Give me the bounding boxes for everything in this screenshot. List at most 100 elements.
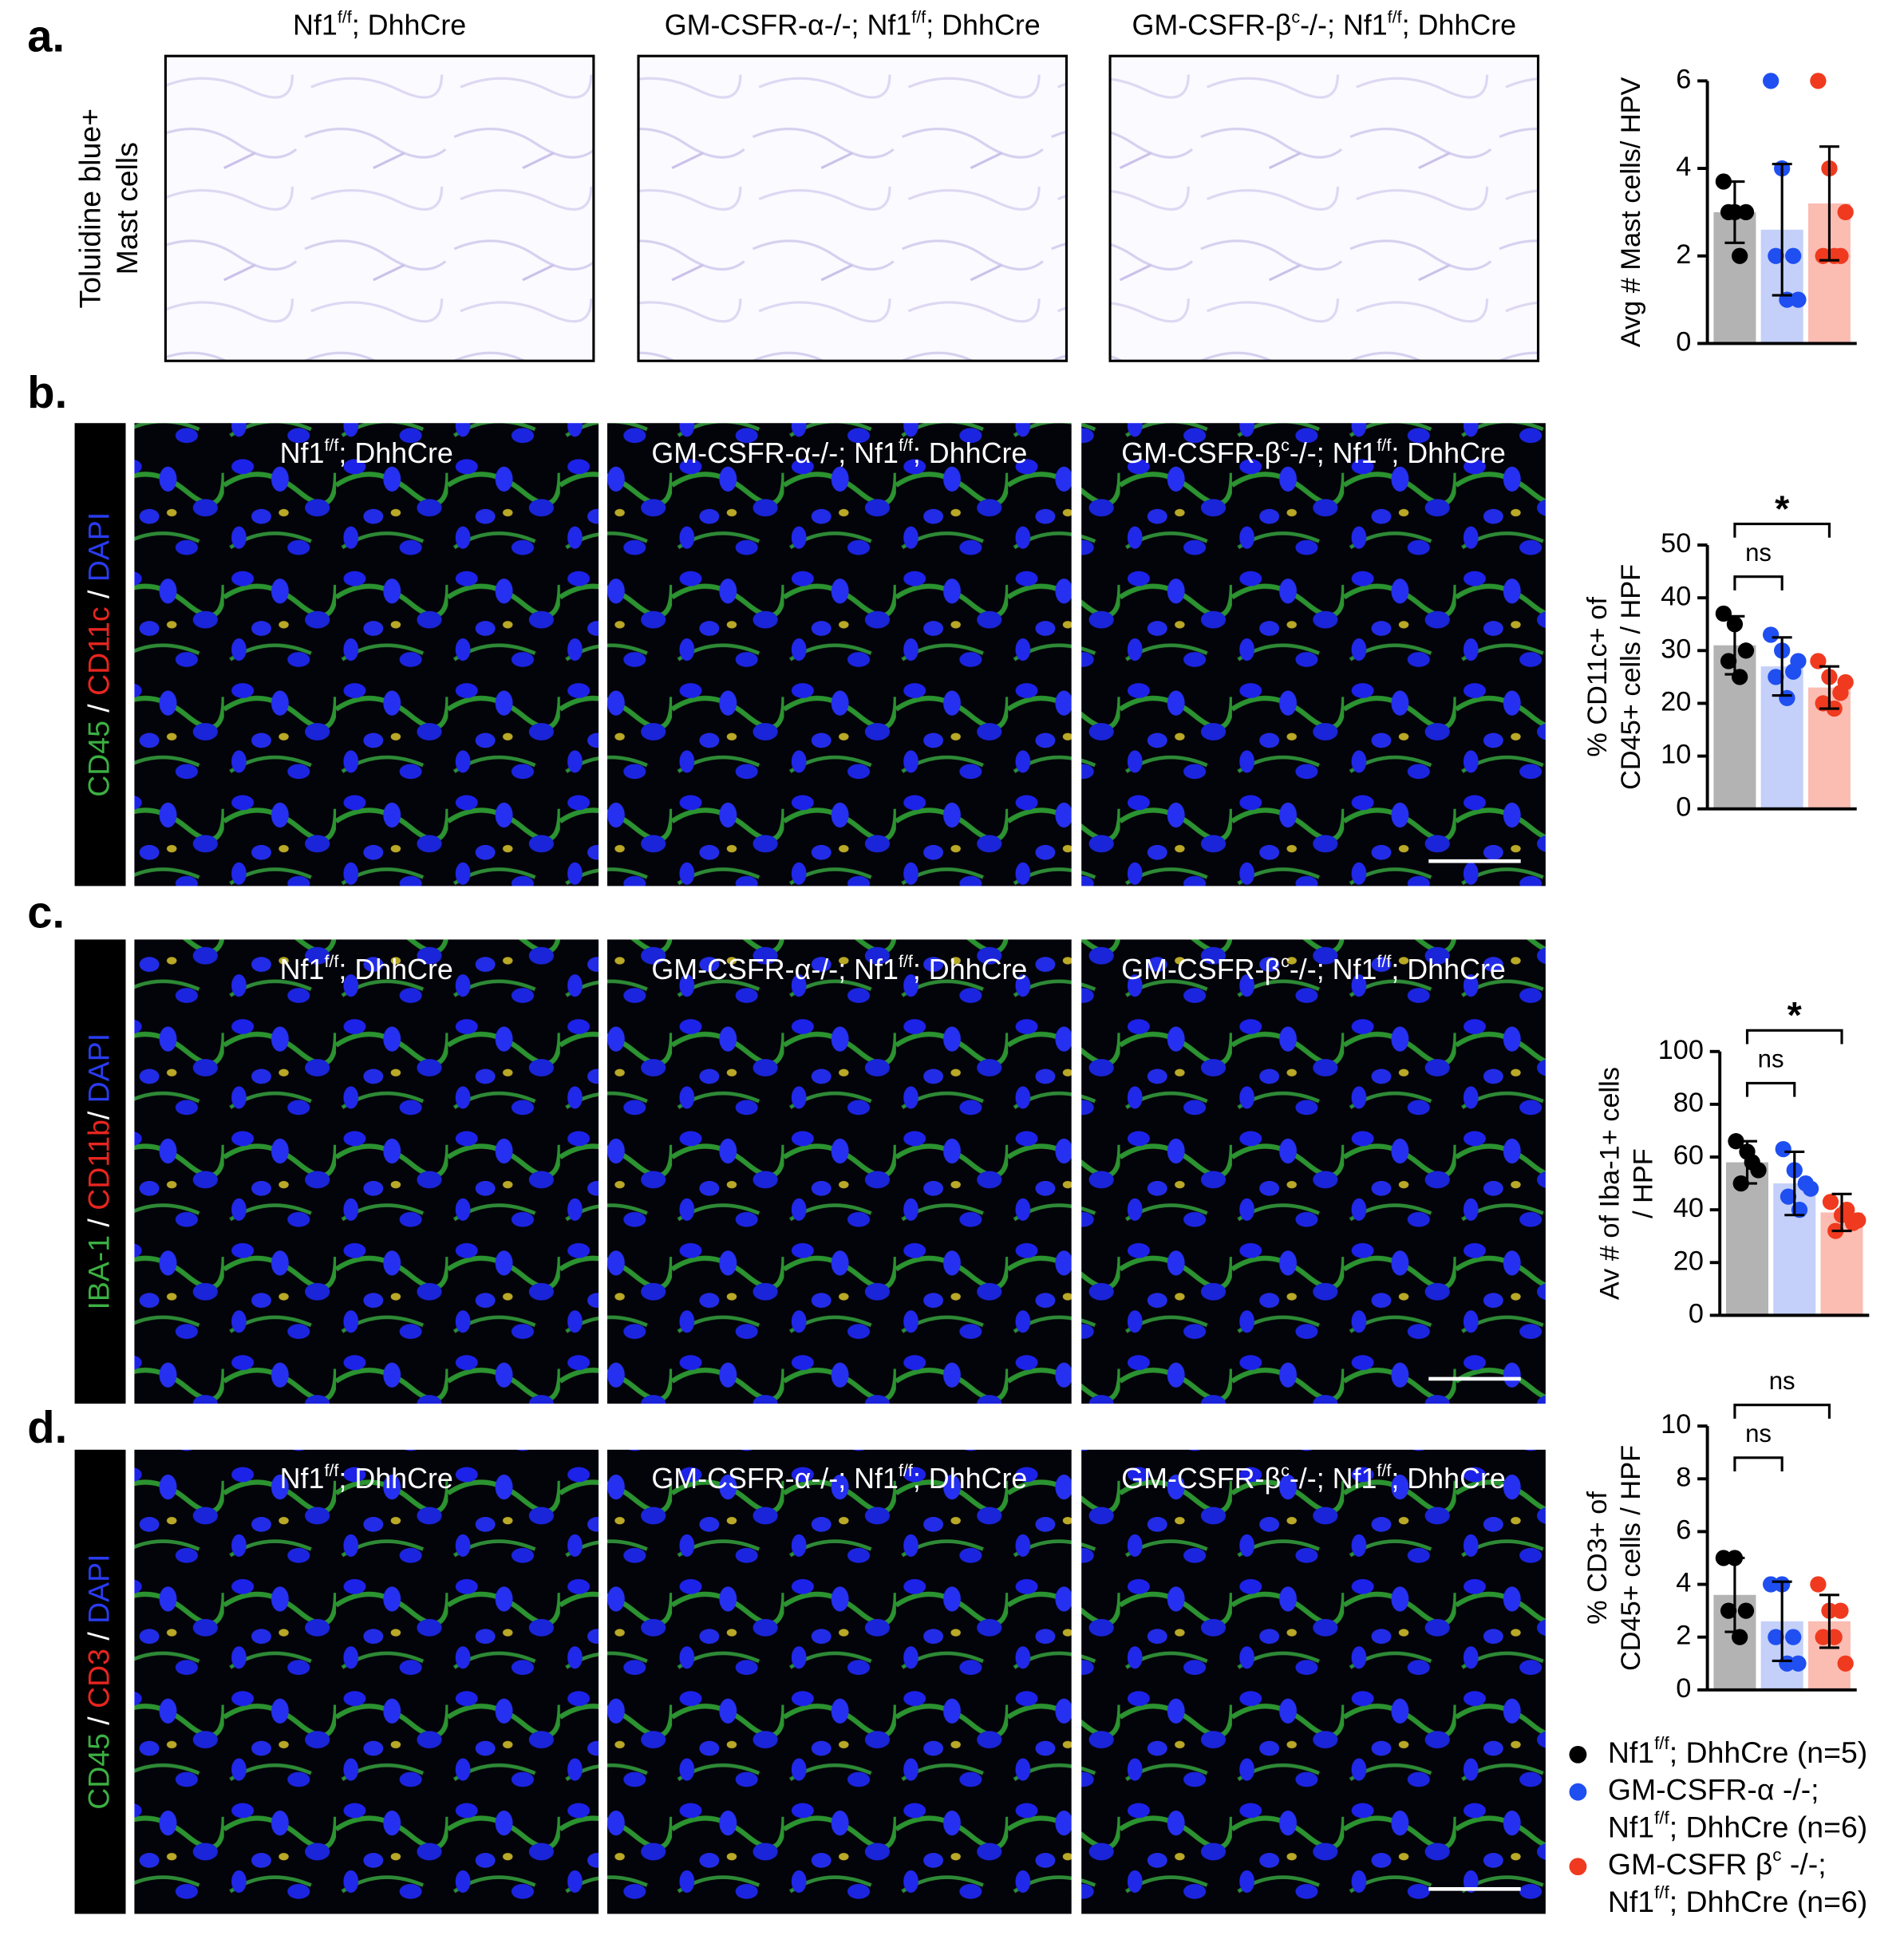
y-tick-label: 10 — [1661, 1409, 1691, 1439]
stain-part: IBA-1 — [81, 1235, 115, 1310]
text-span: GM-CSFR-α-/-; Nf1 — [651, 1463, 899, 1495]
error-bar — [1819, 665, 1839, 710]
legend-text: Nf1f/f; DhhCre (n=5) — [1608, 1733, 1867, 1768]
error-bar — [1772, 163, 1792, 297]
text-span: GM-CSFR-β — [1121, 954, 1281, 985]
image-title: GM-CSFR-βc-/-; Nf1f/f; DhhCre — [1121, 1460, 1506, 1495]
significance-bracket — [1733, 1404, 1831, 1419]
legend-text: Nf1f/f; DhhCre (n=6) — [1608, 1808, 1867, 1843]
text-span: GM-CSFR-α-/-; Nf1 — [665, 10, 912, 41]
fluorescence-image — [607, 1449, 1072, 1914]
superscript: f/f — [1377, 952, 1392, 971]
text-span: -/-; Nf1 — [1290, 954, 1377, 985]
superscript: f/f — [1654, 1733, 1669, 1753]
fluorescence-image — [134, 939, 599, 1404]
data-point — [1715, 1550, 1732, 1566]
significance-label: ns — [1758, 1045, 1784, 1073]
text-span: Nf1 — [1608, 1810, 1654, 1843]
stain-part: CD45 — [81, 721, 115, 797]
text-span: ; DhhCre — [913, 954, 1028, 985]
image-title: GM-CSFR-βc-/-; Nf1f/f; DhhCre — [1132, 7, 1516, 41]
data-point — [1762, 73, 1780, 89]
data-point — [1802, 1180, 1819, 1197]
stain-part: CD11c — [81, 606, 115, 696]
text-span: ; DhhCre (n=6) — [1669, 1810, 1867, 1843]
superscript: f/f — [899, 952, 914, 971]
data-point — [1720, 1602, 1737, 1619]
image-title: GM-CSFR-α-/-; Nf1f/f; DhhCre — [651, 435, 1027, 469]
stain-part: CD11b — [81, 1120, 115, 1210]
y-tick-label: 0 — [1689, 1298, 1704, 1329]
superscript: c — [1281, 952, 1290, 971]
data-point — [1810, 73, 1827, 89]
text-span: GM-CSFR β — [1608, 1847, 1772, 1881]
text-span: GM-CSFR-β — [1121, 437, 1281, 469]
y-tick-label: 20 — [1661, 686, 1691, 717]
stain-part: / — [81, 1103, 115, 1120]
data-point — [1768, 247, 1784, 264]
stain-part: / — [81, 696, 115, 721]
text-span: Nf1 — [280, 1463, 325, 1495]
text-span: GM-CSFR-α -/-; — [1608, 1773, 1819, 1807]
y-axis-label: CD45+ cells / HPF — [1616, 1445, 1646, 1671]
data-point — [1785, 247, 1802, 264]
image-title: GM-CSFR-βc-/-; Nf1f/f; DhhCre — [1121, 435, 1506, 469]
superscript: f/f — [1388, 7, 1403, 26]
stain-part: DAPI — [81, 1554, 115, 1624]
stain-part: Toluidine blue+ — [73, 109, 106, 309]
error-bar — [1784, 1150, 1805, 1217]
significance-label: ns — [1745, 1420, 1772, 1447]
y-tick-label: 6 — [1676, 1515, 1691, 1545]
significance-label: ns — [1769, 1367, 1795, 1395]
y-tick-label: 30 — [1661, 634, 1691, 664]
data-point — [1762, 626, 1780, 643]
superscript: c — [1281, 435, 1290, 454]
y-tick-label: 8 — [1676, 1462, 1691, 1492]
stain-part: DAPI — [81, 512, 115, 582]
stain-part: DAPI — [81, 1033, 115, 1103]
fluorescence-image — [607, 939, 1072, 1404]
panel-letter: b. — [27, 367, 67, 417]
text-span: GM-CSFR-β — [1132, 10, 1291, 41]
stain-part: Mast cells — [110, 142, 144, 274]
text-span: -/-; — [1782, 1847, 1827, 1881]
data-point — [1837, 1655, 1854, 1672]
data-point — [1832, 1602, 1849, 1619]
y-tick-label: 0 — [1676, 792, 1691, 823]
error-bar — [1772, 636, 1792, 697]
image-title: GM-CSFR-α-/-; Nf1f/f; DhhCre — [651, 952, 1027, 986]
text-span: ; DhhCre (n=5) — [1669, 1736, 1867, 1769]
text-span: Nf1 — [280, 437, 325, 469]
superscript: f/f — [324, 435, 339, 454]
stain-strip — [74, 423, 126, 887]
significance-bracket — [1733, 575, 1784, 590]
significance-bracket — [1733, 1456, 1784, 1472]
data-point — [1850, 1212, 1866, 1229]
text-span: -/-; Nf1 — [1290, 1463, 1377, 1495]
text-span: ; DhhCre — [338, 437, 453, 469]
superscript: c — [1281, 1460, 1290, 1479]
brightfield-image — [637, 54, 1069, 362]
data-point — [1790, 653, 1807, 669]
data-point — [1780, 1188, 1797, 1205]
stain-part: / — [81, 1210, 115, 1235]
data-point — [1790, 291, 1807, 308]
y-tick-label: 2 — [1676, 239, 1691, 270]
stain-part: / — [81, 582, 115, 606]
stain-part: CD45 — [81, 1733, 115, 1810]
image-title: Nf1f/f; DhhCre — [293, 7, 466, 41]
superscript: f/f — [324, 1460, 339, 1479]
data-point — [1815, 1629, 1831, 1645]
text-span: GM-CSFR-β — [1121, 1463, 1281, 1495]
text-span: ; DhhCre — [1402, 10, 1517, 41]
superscript: f/f — [324, 952, 339, 971]
text-span: ; DhhCre — [1391, 1463, 1506, 1495]
fluorescence-image — [134, 1449, 599, 1914]
superscript: f/f — [338, 7, 353, 26]
y-tick-label: 100 — [1658, 1035, 1704, 1065]
text-span: Nf1 — [280, 954, 325, 985]
data-point — [1715, 173, 1732, 190]
text-span: GM-CSFR-α-/-; Nf1 — [651, 437, 899, 469]
text-span: ; DhhCre — [913, 437, 1028, 469]
